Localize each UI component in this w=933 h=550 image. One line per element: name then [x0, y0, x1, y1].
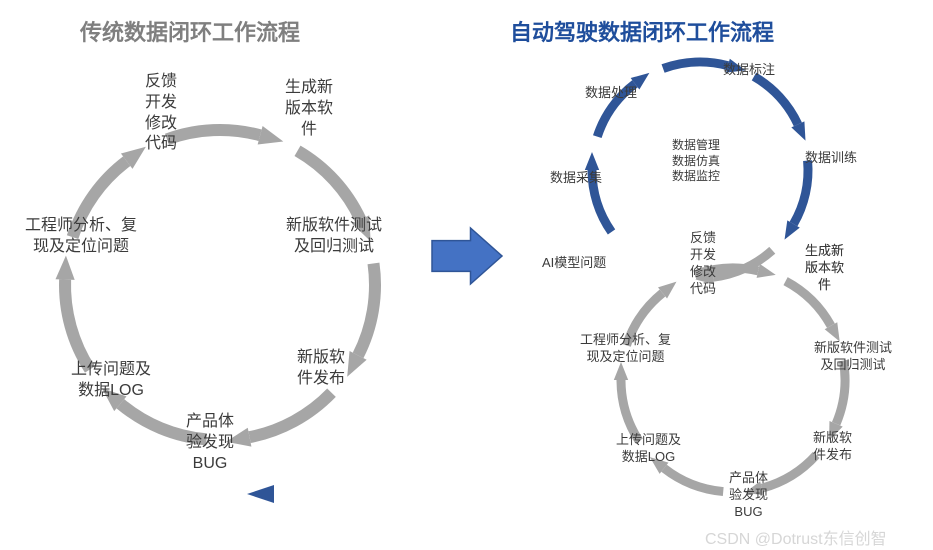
transition-arrow — [432, 228, 502, 284]
cycle-node-t2: 数据训练 — [805, 150, 857, 167]
cycle-node-b2: 新版软件测试 及回归测试 — [814, 340, 892, 374]
left-title: 传统数据闭环工作流程 — [80, 15, 300, 47]
cycle-node-l7: 反馈 开发 修改 代码 — [145, 72, 177, 155]
cycle-node-b3: 新版软 件发布 — [813, 430, 852, 464]
cycle-node-l1: 生成新 版本软 件 — [285, 78, 333, 140]
cycle-node-b7: 反馈 开发 修改 代码 — [690, 230, 716, 298]
marker-triangle — [247, 485, 274, 503]
cycle-node-l5: 上传问题及 数据LOG — [71, 360, 151, 402]
cycle-node-b6: 工程师分析、复 现及定位问题 — [580, 332, 671, 366]
cycle-node-b4: 产品体 验发现 BUG — [729, 470, 768, 521]
cycle-node-l4: 产品体 验发现 BUG — [186, 412, 234, 474]
diagram-arrows — [0, 0, 933, 550]
cycle-node-t1: 数据标注 — [723, 62, 775, 79]
cycle-node-b5: 上传问题及 数据LOG — [616, 432, 681, 466]
cycle-node-b1: 生成新 版本软 件 — [805, 243, 844, 294]
cycle-node-l2: 新版软件测试 及回归测试 — [286, 216, 382, 258]
right-title: 自动驾驶数据闭环工作流程 — [510, 15, 774, 47]
cycle-node-t7: 数据处理 — [585, 85, 637, 102]
cycle-node-l3: 新版软 件发布 — [297, 348, 345, 390]
cycle-node-t5: AI模型问题 — [542, 255, 606, 272]
cycle-node-tc: 数据管理 数据仿真 数据监控 — [672, 138, 720, 185]
cycle-node-l6: 工程师分析、复 现及定位问题 — [25, 216, 137, 258]
watermark: CSDN @Dotrust东信创智 — [705, 525, 887, 549]
cycle-node-t6: 数据采集 — [550, 170, 602, 187]
